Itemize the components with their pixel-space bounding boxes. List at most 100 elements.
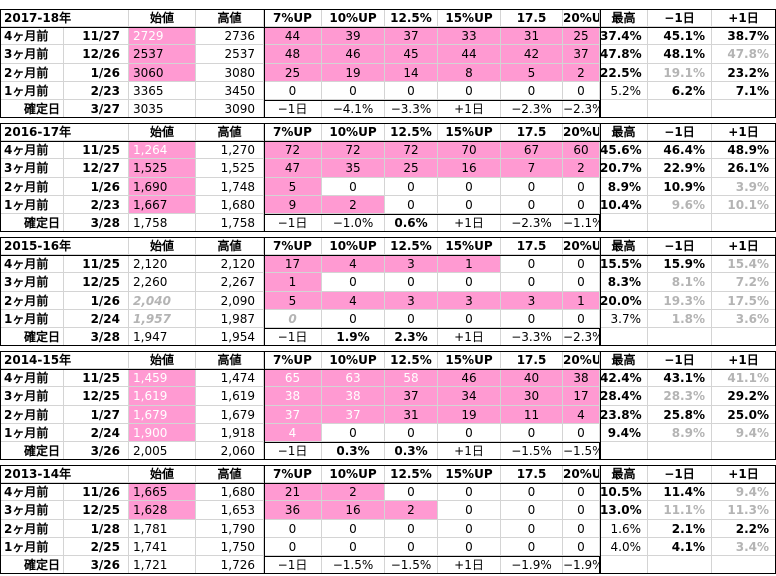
column-header: 15%UP bbox=[438, 465, 501, 484]
cell: 1,748 bbox=[196, 177, 264, 196]
cell: −3.3% bbox=[385, 100, 438, 119]
cell: 0 bbox=[264, 537, 322, 556]
cell bbox=[600, 442, 648, 461]
cell: 37 bbox=[563, 45, 600, 64]
cell: 0 bbox=[501, 519, 563, 538]
column-header: 最高 bbox=[600, 123, 648, 142]
row-label: 4ヶ月前 bbox=[0, 369, 64, 388]
cell: 38 bbox=[322, 387, 385, 406]
cell: 10.4% bbox=[600, 195, 648, 214]
cell: 37 bbox=[385, 27, 438, 46]
cell bbox=[712, 442, 776, 461]
block-title: 2016-17年 bbox=[0, 123, 129, 142]
cell: 7.2% bbox=[712, 273, 776, 292]
column-header: 20%UP bbox=[563, 351, 600, 370]
cell: −1日 bbox=[264, 442, 322, 461]
cell: 34 bbox=[438, 387, 501, 406]
column-header: 10%UP bbox=[322, 9, 385, 28]
cell: 1 bbox=[438, 255, 501, 274]
cell: 17 bbox=[563, 387, 600, 406]
column-header: −1日 bbox=[648, 9, 712, 28]
cell: 2 bbox=[322, 483, 385, 502]
cell: 17 bbox=[264, 255, 322, 274]
cell: 3080 bbox=[196, 63, 264, 82]
cell: −1.9% bbox=[501, 556, 563, 575]
cell: −4.1% bbox=[322, 100, 385, 119]
column-header: 高値 bbox=[196, 123, 264, 142]
cell: −2.3% bbox=[563, 100, 600, 119]
row-date: 12/27 bbox=[64, 159, 129, 178]
column-header: +1日 bbox=[712, 465, 776, 484]
cell: 8.9% bbox=[648, 423, 712, 442]
cell: 2 bbox=[563, 159, 600, 178]
cell: 3450 bbox=[196, 81, 264, 100]
cell: 1,726 bbox=[196, 556, 264, 575]
cell: 3035 bbox=[129, 100, 196, 119]
cell: −1.5% bbox=[501, 442, 563, 461]
cell bbox=[712, 100, 776, 119]
cell: 44 bbox=[438, 45, 501, 64]
cell: −1.5% bbox=[385, 556, 438, 575]
cell: 45.6% bbox=[600, 141, 648, 160]
column-header: +1日 bbox=[712, 123, 776, 142]
column-header: −1日 bbox=[648, 237, 712, 256]
cell: −1.1% bbox=[563, 214, 600, 233]
cell: 38 bbox=[264, 387, 322, 406]
column-rule bbox=[600, 351, 601, 461]
column-header: 最高 bbox=[600, 237, 648, 256]
cell: 4 bbox=[322, 255, 385, 274]
column-header: 始値 bbox=[129, 237, 196, 256]
cell: −2.3% bbox=[563, 328, 600, 347]
cell: 1,954 bbox=[196, 328, 264, 347]
column-header: 始値 bbox=[129, 9, 196, 28]
cell: 41.1% bbox=[712, 369, 776, 388]
cell: 0 bbox=[501, 309, 563, 328]
cell: 28.3% bbox=[648, 387, 712, 406]
column-header: 12.5% bbox=[385, 351, 438, 370]
cell: 3365 bbox=[129, 81, 196, 100]
cell: 39 bbox=[322, 27, 385, 46]
column-header: 高値 bbox=[196, 465, 264, 484]
cell: 3 bbox=[385, 291, 438, 310]
cell: 0 bbox=[563, 195, 600, 214]
cell bbox=[648, 556, 712, 575]
cell: 0.3% bbox=[322, 442, 385, 461]
row-label: 3ヶ月前 bbox=[0, 387, 64, 406]
cell: 0 bbox=[438, 501, 501, 520]
cell: 25 bbox=[264, 63, 322, 82]
row-label: 4ヶ月前 bbox=[0, 483, 64, 502]
cell: −1日 bbox=[264, 556, 322, 575]
cell: 46 bbox=[438, 369, 501, 388]
cell: 0 bbox=[563, 177, 600, 196]
cell bbox=[712, 556, 776, 575]
column-header: 7%UP bbox=[264, 237, 322, 256]
row-label: 3ヶ月前 bbox=[0, 45, 64, 64]
cell: 1,741 bbox=[129, 537, 196, 556]
cell bbox=[600, 214, 648, 233]
row-label: 1ヶ月前 bbox=[0, 195, 64, 214]
cell: 8 bbox=[438, 63, 501, 82]
cell: 0 bbox=[563, 483, 600, 502]
cell: 2.3% bbox=[385, 328, 438, 347]
cell: −1日 bbox=[264, 100, 322, 119]
cell: 0.6% bbox=[385, 214, 438, 233]
cell: 5.2% bbox=[600, 81, 648, 100]
header-rule bbox=[0, 141, 776, 143]
cell: 0 bbox=[264, 519, 322, 538]
cell: 0 bbox=[563, 273, 600, 292]
cell: 19 bbox=[438, 405, 501, 424]
header-rule bbox=[0, 483, 776, 485]
column-header: 15%UP bbox=[438, 9, 501, 28]
cell: 72 bbox=[322, 141, 385, 160]
cell: 1,525 bbox=[129, 159, 196, 178]
cell: 2.2% bbox=[712, 519, 776, 538]
block-title: 2014-15年 bbox=[0, 351, 129, 370]
cell: 48 bbox=[264, 45, 322, 64]
column-header: 高値 bbox=[196, 9, 264, 28]
cell: 0 bbox=[501, 483, 563, 502]
row-label: 2ヶ月前 bbox=[0, 63, 64, 82]
cell: 14 bbox=[385, 63, 438, 82]
row-label: 2ヶ月前 bbox=[0, 405, 64, 424]
cell: 0 bbox=[563, 519, 600, 538]
